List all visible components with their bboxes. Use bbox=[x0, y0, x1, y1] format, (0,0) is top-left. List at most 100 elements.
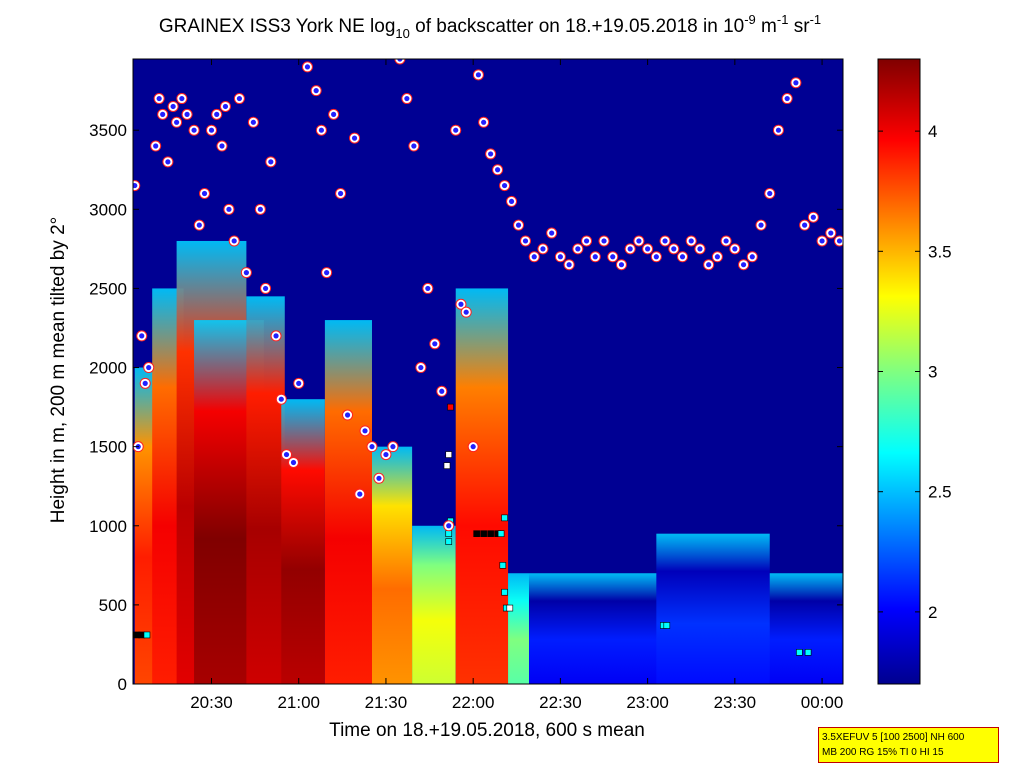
info-line-2: MB 200 RG 15% TI 0 HI 15 bbox=[822, 747, 944, 758]
cloud-top-point-center bbox=[488, 151, 494, 157]
cloud-base-marker bbox=[473, 530, 480, 537]
cloud-top-point-center bbox=[679, 254, 686, 260]
cloud-top-point-center bbox=[802, 222, 808, 228]
heatmap-plume bbox=[324, 320, 372, 684]
colorbar-tick-label: 3.5 bbox=[928, 242, 952, 261]
y-tick-label: 1000 bbox=[89, 517, 127, 536]
cloud-top-point-center bbox=[723, 238, 729, 244]
cloud-top-point-center bbox=[828, 230, 834, 236]
x-tick-label: 21:30 bbox=[365, 693, 408, 712]
cloud-top-point-center bbox=[566, 262, 572, 268]
heatmap-plume bbox=[412, 525, 456, 684]
cloud-top-point-center bbox=[304, 64, 311, 70]
y-tick-label: 2000 bbox=[89, 359, 127, 378]
y-tick-label: 1500 bbox=[89, 438, 127, 457]
cloud-top-point-center bbox=[278, 396, 284, 402]
colorbar-ticks: 2 2.5 3 3.5 4 bbox=[878, 122, 952, 622]
x-tick-label: 23:30 bbox=[714, 693, 757, 712]
cloud-top-point-center bbox=[324, 270, 330, 276]
cloud-top-point-center bbox=[313, 88, 319, 94]
cloud-top-point-center bbox=[522, 238, 529, 244]
heatmap-plume bbox=[455, 288, 509, 684]
y-axis-ticks: 0 500 1000 1500 2000 2500 3000 3500 bbox=[89, 121, 843, 694]
cloud-top-point-center bbox=[706, 262, 712, 268]
cloud-top-point-center bbox=[583, 238, 590, 244]
cloud-base-marker bbox=[796, 649, 803, 656]
cloud-top-point-center bbox=[362, 428, 368, 434]
cloud-top-point-center bbox=[369, 444, 375, 450]
cloud-top-point-center bbox=[836, 238, 843, 244]
cloud-base-marker bbox=[663, 622, 671, 629]
cloud-top-point-center bbox=[179, 95, 185, 102]
x-tick-label: 00:00 bbox=[801, 693, 844, 712]
cloud-top-point-center bbox=[170, 103, 176, 110]
cloud-top-point-center bbox=[636, 238, 642, 244]
cloud-base-markers bbox=[133, 403, 812, 656]
y-axis-label: Height in m, 200 m mean tilted by 2° bbox=[48, 217, 69, 523]
cloud-top-point-center bbox=[662, 238, 668, 244]
title-exp1: -9 bbox=[744, 12, 756, 27]
y-tick-label: 500 bbox=[99, 596, 127, 615]
x-tick-label: 22:30 bbox=[539, 693, 582, 712]
title-exp3: -1 bbox=[810, 12, 822, 27]
cloud-top-point-center bbox=[481, 119, 487, 125]
colorbar-tick-label: 2 bbox=[928, 603, 937, 622]
plot-frame bbox=[132, 58, 844, 685]
y-tick-label: 0 bbox=[118, 675, 127, 694]
cloud-top-point-center bbox=[390, 444, 396, 450]
cloud-top-point-center bbox=[645, 246, 651, 252]
cloud-top-point-center bbox=[139, 333, 145, 339]
chart-title: GRAINEX ISS3 York NE log10 of backscatte… bbox=[159, 12, 821, 41]
cloud-top-point-center bbox=[775, 127, 782, 133]
cloud-top-point-center bbox=[318, 127, 325, 133]
cloud-top-point-center bbox=[446, 523, 452, 529]
cloud-top-point-center bbox=[463, 309, 469, 315]
cloud-top-point-center bbox=[475, 72, 482, 78]
cloud-top-point-center bbox=[810, 214, 816, 220]
cloud-top-point-center bbox=[453, 127, 459, 133]
x-tick-label: 20:30 bbox=[190, 693, 233, 712]
cloud-top-point-center bbox=[153, 143, 159, 149]
colorbar-tick-label: 2.5 bbox=[928, 483, 952, 502]
cloud-top-point-center bbox=[208, 127, 215, 133]
cloud-base-marker bbox=[443, 462, 451, 469]
cloud-top-point-center bbox=[470, 444, 476, 450]
cloud-top-point-center bbox=[793, 80, 799, 86]
cloud-top-point-center bbox=[714, 254, 720, 260]
cloud-base-marker bbox=[499, 562, 507, 569]
cloud-top-point-center bbox=[236, 95, 243, 102]
x-axis-label: Time on 18.+19.05.2018, 600 s mean bbox=[329, 720, 645, 741]
cloud-top-point-center bbox=[610, 254, 616, 260]
cloud-top-point-center bbox=[174, 119, 180, 125]
cloud-top-point-center bbox=[268, 159, 274, 165]
y-tick-label: 3500 bbox=[89, 121, 127, 140]
cloud-top-point-center bbox=[404, 95, 410, 102]
cloud-top-point-center bbox=[351, 135, 358, 141]
cloud-top-point-center bbox=[376, 475, 382, 481]
cloud-top-point-center bbox=[283, 451, 290, 458]
heatmap-plume bbox=[371, 446, 413, 684]
cloud-top-point-center bbox=[231, 238, 237, 244]
cloud-top-point-center bbox=[531, 254, 537, 260]
cloud-top-point-center bbox=[508, 198, 515, 205]
title-after: of backscatter on 18.+19.05.2018 in 10 bbox=[410, 16, 744, 37]
cloud-top-point-center bbox=[142, 380, 148, 386]
cloud-top-point-center bbox=[688, 238, 694, 244]
cloud-top-point-center bbox=[411, 143, 417, 149]
cloud-top-point-center bbox=[697, 246, 703, 252]
colorbar-tick-label: 4 bbox=[928, 122, 937, 141]
cloud-top-point-center bbox=[494, 167, 501, 173]
cloud-top-point-center bbox=[549, 230, 555, 236]
cloud-top-point-center bbox=[425, 285, 431, 292]
cloud-base-marker bbox=[445, 538, 453, 545]
cloud-top-point-center bbox=[226, 206, 232, 212]
cloud-top-point-center bbox=[767, 190, 773, 197]
cloud-top-point-center bbox=[146, 364, 152, 371]
cloud-base-marker bbox=[143, 631, 151, 639]
heatmap-plume bbox=[508, 573, 529, 684]
cloud-top-point-center bbox=[165, 159, 171, 165]
cloud-top-point-center bbox=[296, 380, 302, 386]
cloud-top-point-center bbox=[133, 182, 138, 189]
cloud-top-point-center bbox=[501, 182, 508, 189]
y-tick-label: 2500 bbox=[89, 279, 127, 298]
